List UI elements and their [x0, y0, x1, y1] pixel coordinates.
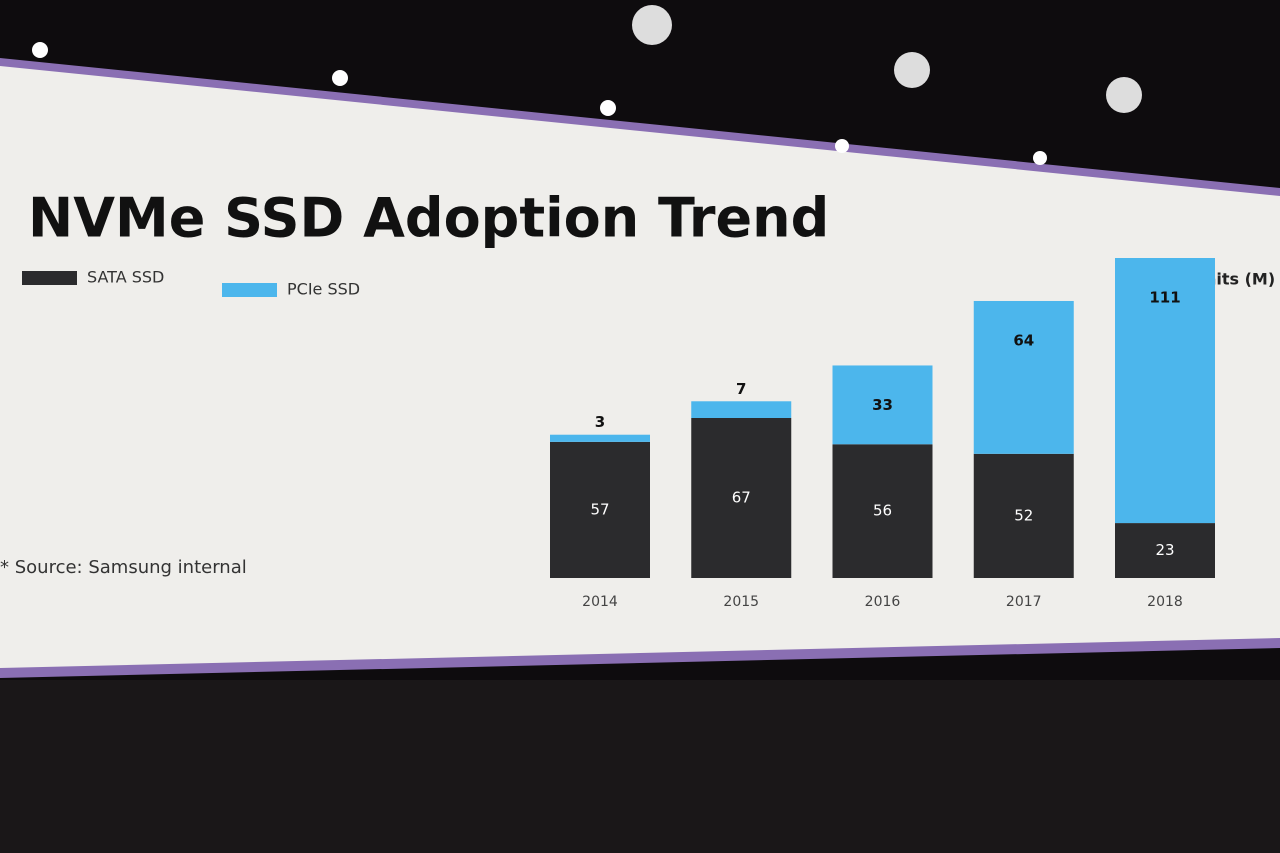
data-label: 7 [736, 380, 746, 398]
data-label: 57 [590, 500, 609, 518]
data-label: 33 [872, 396, 893, 414]
data-label: 52 [1014, 506, 1033, 524]
x-tick-label: 2018 [1147, 594, 1183, 610]
chart: SATA SSD PCIe SSD 57 3 2014 67 7 2015 56 33 2016 52… [22, 258, 1215, 610]
legend-label: PCIe SSD [287, 280, 360, 299]
source-note: * Source: Samsung internal [0, 557, 247, 578]
bar-segment [832, 365, 933, 445]
legend-swatch [222, 283, 277, 297]
bar-segment [691, 418, 792, 578]
legend-label: SATA SSD [87, 268, 164, 287]
data-label: 64 [1013, 331, 1034, 349]
bar-segment [973, 300, 1074, 454]
x-tick-label: 2014 [582, 594, 618, 610]
bar-segment [832, 444, 933, 578]
legend-swatch [22, 271, 77, 285]
data-label: 67 [732, 489, 751, 507]
x-tick-label: 2016 [865, 594, 901, 610]
bar-segment [550, 434, 650, 442]
bar-segment [1115, 523, 1215, 578]
chart-title: NVMe SSD Adoption Trend [28, 187, 829, 250]
data-label: 56 [873, 502, 892, 520]
x-tick-label: 2017 [1006, 594, 1042, 610]
data-label: 111 [1149, 289, 1180, 307]
x-tick-label: 2015 [723, 594, 759, 610]
screen [0, 66, 1280, 668]
bar-segment [973, 453, 1074, 578]
stage-lights [32, 5, 1142, 165]
data-label: 23 [1155, 541, 1174, 559]
data-label: 3 [595, 413, 605, 431]
bar-segment [550, 441, 650, 578]
bar-segment [691, 401, 792, 418]
bar-segment [1115, 258, 1215, 524]
stage-floor [0, 680, 1280, 853]
